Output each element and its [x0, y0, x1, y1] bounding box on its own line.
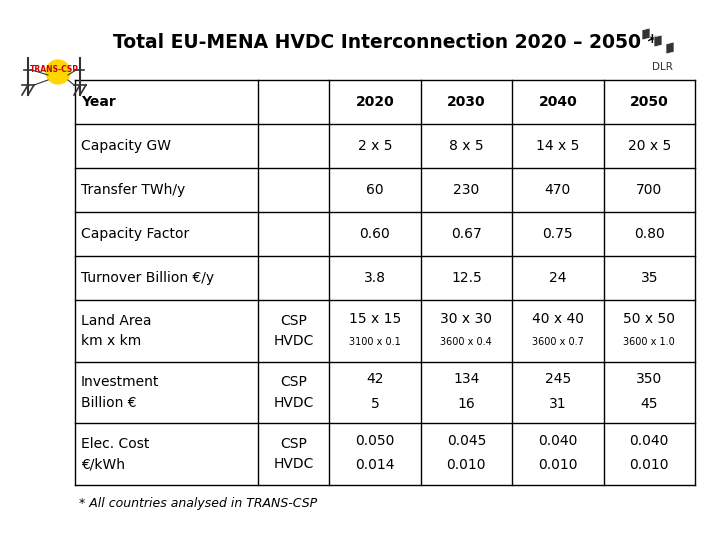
Polygon shape — [666, 42, 674, 54]
Text: Capacity Factor: Capacity Factor — [81, 227, 189, 241]
Text: 40 x 40: 40 x 40 — [532, 312, 584, 326]
Text: Investment
Billion €: Investment Billion € — [81, 375, 159, 410]
Text: 8 x 5: 8 x 5 — [449, 139, 484, 153]
Text: 0.80: 0.80 — [634, 227, 665, 241]
Text: 3600 x 1.0: 3600 x 1.0 — [624, 337, 675, 347]
Text: 470: 470 — [545, 183, 571, 197]
Text: 0.014: 0.014 — [355, 458, 395, 472]
Text: 0.045: 0.045 — [446, 434, 486, 448]
Text: 15 x 15: 15 x 15 — [348, 312, 401, 326]
Text: 31: 31 — [549, 397, 567, 410]
Text: Capacity GW: Capacity GW — [81, 139, 171, 153]
Text: Elec. Cost
€/kWh: Elec. Cost €/kWh — [81, 437, 149, 471]
Text: 2 x 5: 2 x 5 — [358, 139, 392, 153]
Text: CSP
HVDC: CSP HVDC — [274, 375, 314, 410]
Text: 12.5: 12.5 — [451, 271, 482, 285]
Text: 20 x 5: 20 x 5 — [628, 139, 671, 153]
Text: 3100 x 0.1: 3100 x 0.1 — [349, 337, 401, 347]
Text: CSP
HVDC: CSP HVDC — [274, 314, 314, 348]
Text: Transfer TWh/y: Transfer TWh/y — [81, 183, 185, 197]
Text: 14 x 5: 14 x 5 — [536, 139, 580, 153]
Text: 5: 5 — [371, 397, 379, 410]
Text: 3600 x 0.7: 3600 x 0.7 — [532, 337, 584, 347]
Text: 2040: 2040 — [539, 95, 577, 109]
Text: 3600 x 0.4: 3600 x 0.4 — [441, 337, 492, 347]
Text: Year: Year — [81, 95, 116, 109]
Text: 42: 42 — [366, 372, 384, 386]
Polygon shape — [654, 35, 662, 47]
Text: 45: 45 — [641, 397, 658, 410]
Text: 35: 35 — [641, 271, 658, 285]
Text: 245: 245 — [545, 372, 571, 386]
Text: * All countries analysed in TRANS-CSP: * All countries analysed in TRANS-CSP — [79, 497, 317, 510]
Text: 0.010: 0.010 — [629, 458, 669, 472]
Text: 0.60: 0.60 — [359, 227, 390, 241]
Text: 0.010: 0.010 — [538, 458, 577, 472]
Text: 16: 16 — [457, 397, 475, 410]
Text: 3.8: 3.8 — [364, 271, 386, 285]
Text: 0.050: 0.050 — [355, 434, 395, 448]
Text: Total EU-MENA HVDC Interconnection 2020 – 2050 *: Total EU-MENA HVDC Interconnection 2020 … — [113, 33, 657, 52]
Polygon shape — [642, 28, 650, 40]
Text: 0.75: 0.75 — [542, 227, 573, 241]
Text: 2050: 2050 — [630, 95, 669, 109]
Text: 0.67: 0.67 — [451, 227, 482, 241]
Text: 24: 24 — [549, 271, 567, 285]
Text: TRANS-CSP: TRANS-CSP — [30, 65, 78, 75]
Text: 0.040: 0.040 — [538, 434, 577, 448]
Text: 50 x 50: 50 x 50 — [624, 312, 675, 326]
Text: 134: 134 — [453, 372, 480, 386]
Text: 2020: 2020 — [356, 95, 395, 109]
Text: 350: 350 — [636, 372, 662, 386]
Text: 2030: 2030 — [447, 95, 486, 109]
Text: 230: 230 — [454, 183, 480, 197]
Text: 0.040: 0.040 — [629, 434, 669, 448]
Text: 60: 60 — [366, 183, 384, 197]
Text: 0.010: 0.010 — [446, 458, 486, 472]
Text: 30 x 30: 30 x 30 — [441, 312, 492, 326]
Text: 700: 700 — [636, 183, 662, 197]
Text: CSP
HVDC: CSP HVDC — [274, 437, 314, 471]
Text: DLR: DLR — [652, 62, 672, 72]
Circle shape — [46, 60, 70, 84]
Text: Land Area
km x km: Land Area km x km — [81, 314, 151, 348]
Text: Turnover Billion €/y: Turnover Billion €/y — [81, 271, 214, 285]
